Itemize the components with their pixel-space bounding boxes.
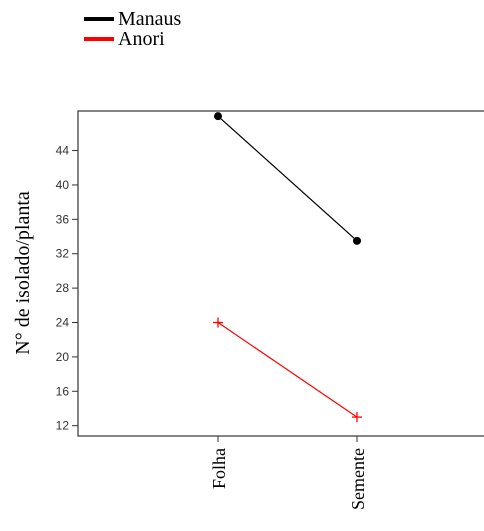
y-axis: 12 16 20 24 28 32 36 40 44	[56, 144, 78, 433]
y-axis-label: N° de isolado/planta	[12, 191, 34, 355]
y-tick-label: 36	[56, 212, 70, 226]
y-tick-label: 28	[56, 281, 70, 295]
data-point-manaus	[353, 236, 361, 245]
x-axis: Folha Semente	[209, 436, 368, 510]
series-line-anori	[217, 322, 358, 418]
x-tick-label-semente: Semente	[348, 448, 368, 510]
series-layer	[213, 112, 362, 423]
y-tick-label: 16	[56, 384, 70, 398]
data-point-anori	[352, 412, 362, 423]
data-point-anori	[213, 317, 223, 328]
series-line-manaus	[217, 115, 358, 242]
y-tick-label: 20	[56, 350, 70, 364]
y-tick-label: 24	[56, 316, 70, 330]
x-tick-label-folha: Folha	[209, 448, 229, 489]
y-tick-label: 12	[56, 419, 70, 433]
legend-label-manaus: Manaus	[118, 8, 182, 30]
y-tick-label: 44	[56, 144, 70, 158]
legend-label-anori: Anori	[118, 28, 165, 50]
y-tick-label: 40	[56, 178, 70, 192]
data-point-manaus	[214, 112, 222, 121]
plot-frame	[77, 110, 484, 437]
y-tick-label: 32	[56, 247, 70, 261]
